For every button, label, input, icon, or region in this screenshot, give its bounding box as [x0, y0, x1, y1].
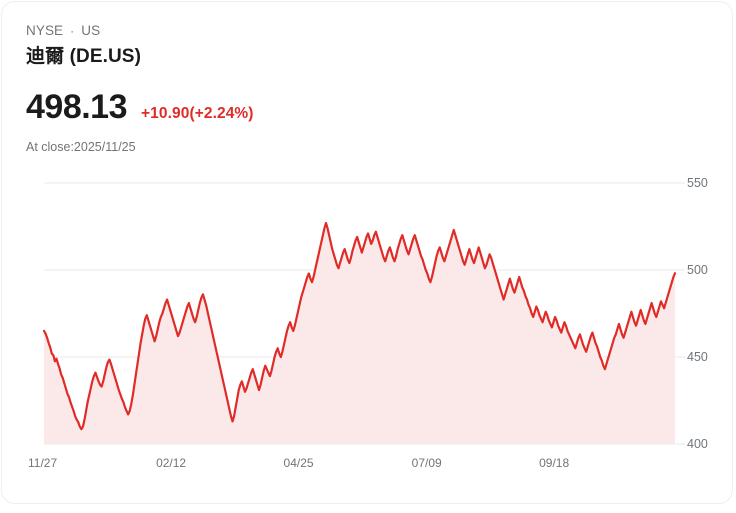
y-axis-label: 550 — [687, 176, 708, 190]
at-close-timestamp: At close:2025/11/25 — [26, 140, 136, 154]
price-area-fill — [44, 223, 675, 444]
separator-dot: · — [70, 24, 75, 38]
x-axis-label: 02/12 — [156, 456, 187, 470]
exchange-name: NYSE — [26, 23, 64, 38]
region-label: US — [81, 23, 101, 38]
y-axis-label: 450 — [687, 350, 708, 364]
x-axis-label: 07/09 — [411, 456, 442, 470]
x-axis-label: 09/18 — [539, 456, 570, 470]
y-axis-label: 400 — [687, 437, 708, 451]
price-chart[interactable]: 400 450 500 550 11/27 02/12 04/25 07/09 09/18 — [2, 162, 734, 482]
current-price: 498.13 — [26, 88, 128, 126]
page-title: 迪爾 (DE.US) — [26, 46, 142, 67]
price-row: 498.13 +10.90(+2.24%) — [26, 88, 708, 126]
quote-header: NYSE · US 迪爾 (DE.US) 498.13 +10.90(+2.24… — [26, 22, 708, 155]
y-axis-label: 500 — [687, 263, 708, 277]
price-change: +10.90(+2.24%) — [141, 105, 254, 122]
exchange-row: NYSE · US — [26, 22, 708, 40]
price-chart-svg — [42, 182, 685, 445]
price-line — [42, 221, 677, 431]
x-axis-label: 04/25 — [283, 456, 314, 470]
quote-card: NYSE · US 迪爾 (DE.US) 498.13 +10.90(+2.24… — [1, 1, 733, 504]
x-axis-label: 11/27 — [28, 456, 58, 470]
